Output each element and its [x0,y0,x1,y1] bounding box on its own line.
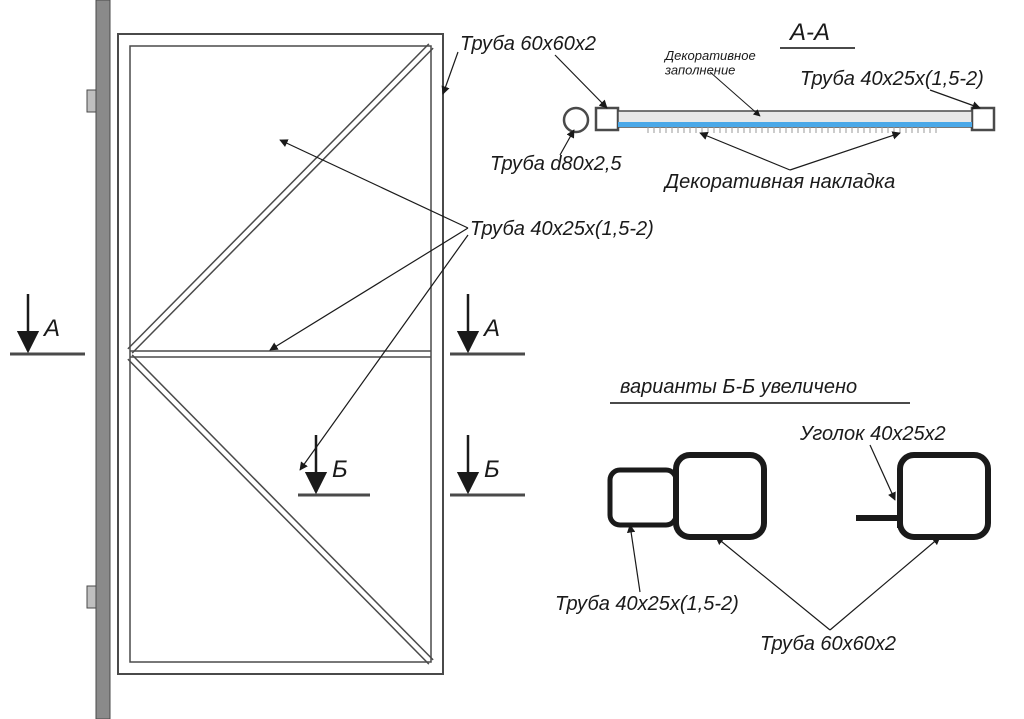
leader [710,72,760,116]
gate-frame-inner [130,46,431,662]
leader [930,90,980,108]
leader [555,55,607,108]
label-pipe-4025-right: Труба 40х25х(1,5-2) [800,68,984,90]
diagonal [132,355,433,660]
section-A-tube-right [972,108,994,130]
diagonal [128,44,429,349]
section-BB-title: варианты Б-Б увеличено [620,376,857,398]
label-pipe-d80: Труба d80x2,5 [490,153,622,175]
label-pipe-6060-bb: Труба 60х60х2 [760,633,896,655]
leader [630,525,640,592]
cut-A-right-letter: А [482,315,500,342]
hinge [87,586,96,608]
leader [790,133,900,170]
leader [700,133,790,170]
leader [270,228,468,350]
label-pipe-4025: Труба 40х25х(1,5-2) [470,218,654,240]
label-angle-4025: Уголок 40х25х2 [799,423,946,445]
leader [443,52,458,94]
label-decor-fill: Декоративноезаполнение [663,48,756,77]
label-decor-overlay: Декоративная накладка [663,171,895,193]
leader [870,445,895,500]
diagonal [128,359,429,664]
section-A-blue [618,122,972,127]
leader [830,537,940,630]
gate-frame-outer [118,34,443,674]
cut-A-left-letter: А [42,315,60,342]
section-AA-title: А-А [788,19,830,46]
label-pipe-4025-bb: Труба 40х25х(1,5-2) [555,593,739,615]
gate-post [96,0,110,719]
leader [280,140,468,228]
bb-small-tube [610,470,676,525]
cut-B-left-letter: Б [332,456,348,483]
section-A-tube-left [596,108,618,130]
cut-B-right-letter: Б [484,456,500,483]
label-pipe-6060: Труба 60х60х2 [460,33,596,55]
section-A-pipe-circle [564,108,588,132]
bb-big-tube-1 [676,455,764,537]
bb-big-tube-2 [900,455,988,537]
diagonal [132,48,433,353]
hinge [87,90,96,112]
leader [716,537,830,630]
leader [560,130,574,155]
